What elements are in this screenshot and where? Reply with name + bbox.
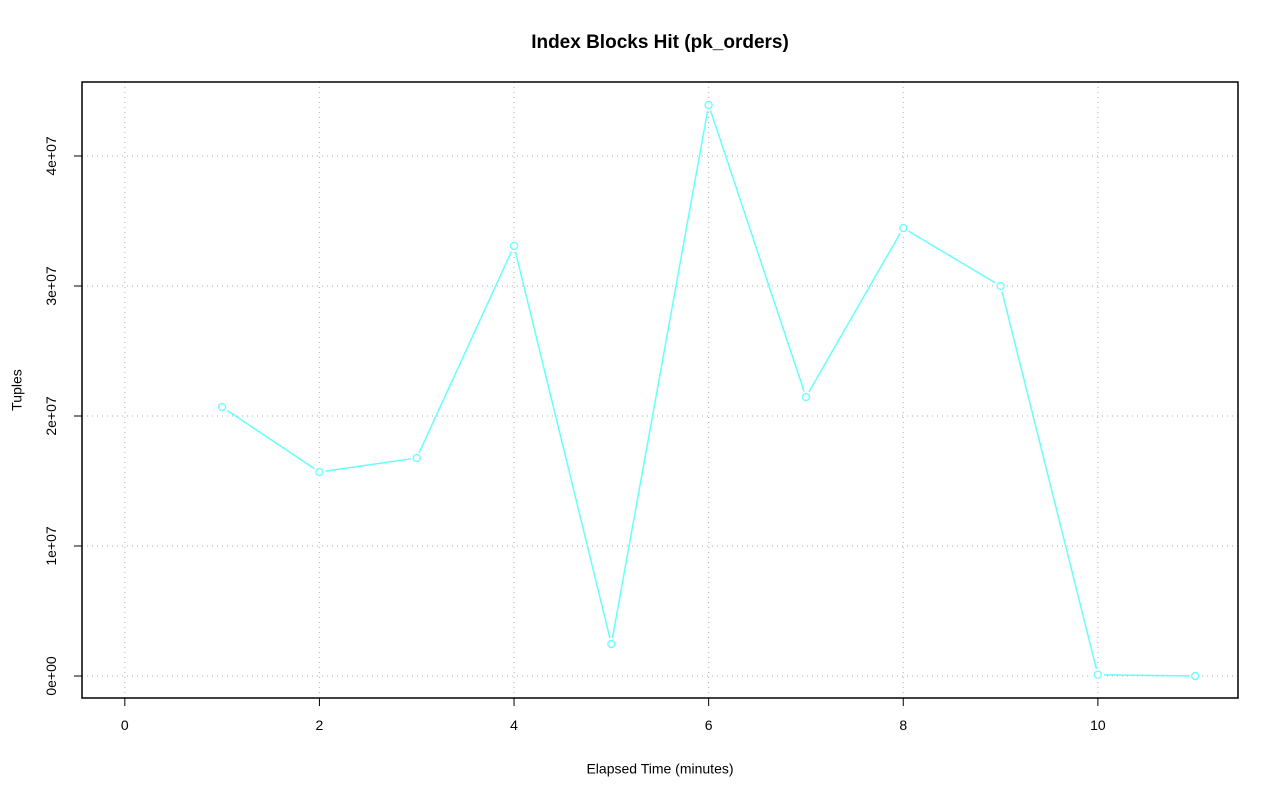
x-tick-label: 10 (1090, 717, 1106, 733)
x-tick-label: 2 (316, 717, 324, 733)
point (899, 223, 908, 233)
point (607, 639, 616, 649)
chart-title: Index Blocks Hit (pk_orders) (531, 32, 789, 53)
point (1093, 670, 1103, 679)
point (704, 100, 713, 110)
y-tick-label: 1e+07 (43, 526, 59, 566)
point (412, 453, 421, 463)
y-tick-label: 2e+07 (43, 396, 59, 436)
y-tick-label: 4e+07 (43, 136, 59, 176)
plot-frame (81, 81, 1239, 699)
point (217, 402, 227, 412)
point (509, 241, 519, 251)
y-axis-label: Tuples (9, 369, 25, 411)
point (315, 467, 324, 477)
point (996, 281, 1005, 291)
point (801, 392, 811, 402)
y-tick-label: 3e+07 (43, 266, 59, 306)
x-tick-label: 8 (899, 717, 907, 733)
point (1191, 671, 1200, 681)
x-tick-label: 6 (705, 717, 713, 733)
x-tick-label: 4 (510, 717, 518, 733)
y-tick-label: 0e+00 (43, 656, 59, 696)
x-tick-label: 0 (121, 717, 129, 733)
x-axis-label: Elapsed Time (minutes) (586, 761, 733, 777)
